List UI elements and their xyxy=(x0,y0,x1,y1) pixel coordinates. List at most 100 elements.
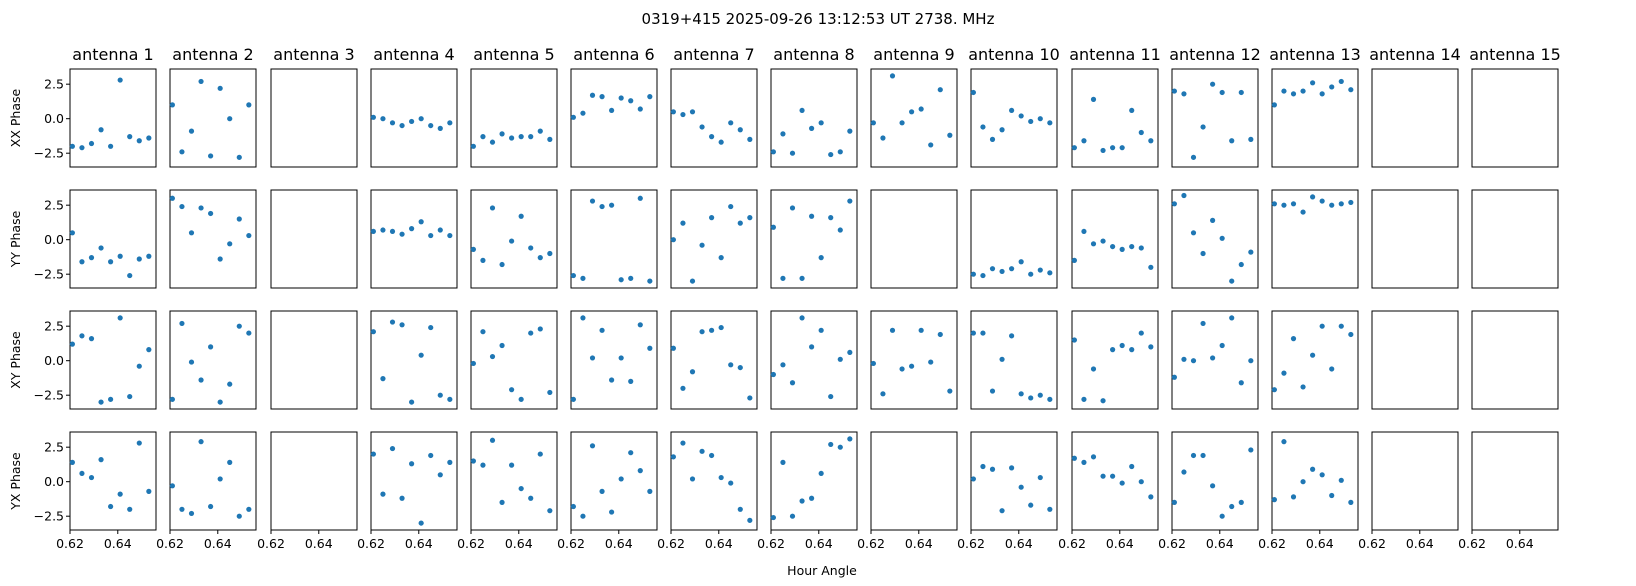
data-point xyxy=(828,393,834,400)
data-point xyxy=(1028,118,1034,125)
y-tick-label: 2.5 xyxy=(44,319,64,334)
data-point xyxy=(1271,201,1277,207)
data-point xyxy=(570,503,576,510)
panel-frame xyxy=(970,189,1058,289)
data-point xyxy=(737,364,743,371)
data-point xyxy=(480,329,486,335)
data-point xyxy=(818,255,824,261)
data-point xyxy=(1148,264,1154,270)
data-point xyxy=(1148,494,1154,500)
data-point xyxy=(689,278,696,284)
data-point xyxy=(1129,107,1135,114)
phase-panel xyxy=(870,189,958,289)
data-point xyxy=(589,443,596,449)
data-point xyxy=(136,363,142,369)
y-tick-label: 2.5 xyxy=(44,440,64,455)
data-point xyxy=(970,476,976,482)
data-point xyxy=(1028,395,1034,401)
data-point xyxy=(747,517,753,523)
data-point xyxy=(980,124,986,130)
data-point xyxy=(127,393,133,400)
data-point xyxy=(880,391,886,397)
y-tick-label: 2.5 xyxy=(44,77,64,92)
data-point xyxy=(980,272,986,279)
phase-panel xyxy=(770,310,858,410)
data-point xyxy=(1290,201,1297,207)
data-point xyxy=(1200,320,1206,327)
data-point xyxy=(1171,374,1177,380)
data-point xyxy=(770,149,776,155)
panel-frame xyxy=(770,68,858,168)
data-point xyxy=(1219,235,1225,241)
phase-panel: 0.62 0.64 xyxy=(1158,431,1259,551)
data-point xyxy=(718,255,724,261)
data-point xyxy=(580,110,586,116)
data-point xyxy=(518,485,524,492)
data-point xyxy=(989,466,996,472)
x-tick-label: 0.62 xyxy=(1258,536,1286,551)
data-point xyxy=(1210,483,1216,489)
data-point xyxy=(547,389,553,396)
data-point xyxy=(1338,477,1344,483)
phase-panel: 0.62 0.64 xyxy=(357,431,458,551)
data-point xyxy=(79,145,85,151)
data-point xyxy=(518,134,524,140)
phase-panel xyxy=(770,68,858,168)
data-point xyxy=(1319,472,1325,478)
data-point xyxy=(989,388,996,394)
data-point xyxy=(227,116,233,122)
panel-frame xyxy=(169,431,257,531)
data-point xyxy=(728,480,734,486)
data-point xyxy=(418,520,424,526)
data-point xyxy=(146,347,152,353)
data-point xyxy=(637,195,643,201)
y-tick-label: 2.5 xyxy=(44,198,64,213)
phase-panel xyxy=(1071,310,1159,410)
data-point xyxy=(1009,465,1015,471)
x-tick-label: 0.62 xyxy=(857,536,885,551)
data-point xyxy=(1210,81,1216,87)
data-point xyxy=(370,114,376,120)
data-point xyxy=(208,153,214,159)
data-point xyxy=(889,327,896,333)
data-point xyxy=(728,120,734,126)
data-point xyxy=(528,134,534,140)
panel-frame xyxy=(1071,68,1159,168)
data-point xyxy=(737,220,743,226)
panel-frame xyxy=(370,310,458,410)
phase-panel xyxy=(370,189,458,289)
x-tick-label: 0.62 xyxy=(1058,536,1086,551)
data-point xyxy=(918,327,924,333)
phase-panel: 0.62 0.64 xyxy=(457,431,558,551)
data-point xyxy=(236,216,242,222)
data-point xyxy=(1090,366,1097,372)
phase-panel: 0.62 0.64 xyxy=(1358,431,1459,551)
phase-panel xyxy=(1471,68,1559,168)
data-point xyxy=(599,488,605,494)
data-point xyxy=(937,87,943,93)
data-point xyxy=(837,227,843,233)
data-point xyxy=(179,506,185,512)
panel-frame xyxy=(670,68,758,168)
phase-panel xyxy=(270,189,358,289)
data-point xyxy=(637,106,643,112)
data-point xyxy=(699,329,705,335)
data-point xyxy=(1181,91,1187,97)
data-point xyxy=(1138,330,1144,336)
data-point xyxy=(79,259,85,265)
phase-panel: 0.62 0.64 xyxy=(757,431,858,551)
row-label: XX Phase xyxy=(8,88,23,147)
data-point xyxy=(809,125,815,131)
data-point xyxy=(108,503,114,510)
phase-panel xyxy=(370,310,458,410)
data-point xyxy=(599,94,605,100)
phase-panel xyxy=(970,310,1058,410)
data-point xyxy=(509,462,515,468)
data-point xyxy=(518,396,524,402)
data-point xyxy=(628,450,634,456)
data-point xyxy=(570,272,576,279)
data-point xyxy=(518,213,524,219)
x-tick-label: 0.62 xyxy=(257,536,285,551)
data-point xyxy=(1338,201,1344,207)
data-point xyxy=(870,360,876,367)
